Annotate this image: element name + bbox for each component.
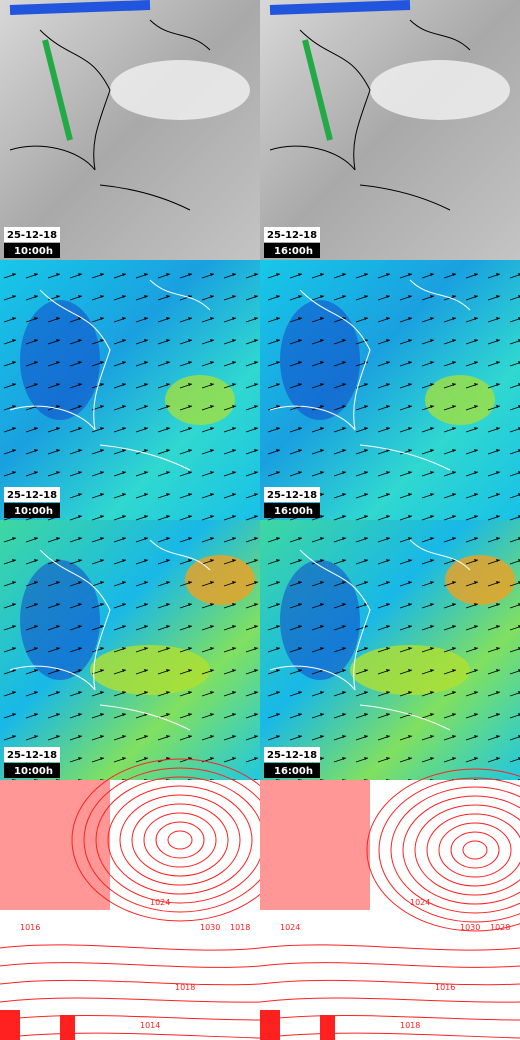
time-label: 10:00h xyxy=(14,246,53,257)
isobar-label: 1016 xyxy=(20,923,40,932)
wind-arrows xyxy=(260,260,520,520)
date-label: 25-12-18 xyxy=(7,750,57,761)
isobar xyxy=(378,777,520,923)
date-label: 25-12-18 xyxy=(267,750,317,761)
isobar xyxy=(259,997,520,1003)
isobar xyxy=(259,962,520,968)
isobar-label: 1030 xyxy=(460,923,480,932)
coastline xyxy=(9,539,211,731)
coastline xyxy=(9,279,211,471)
date-box xyxy=(264,747,320,762)
isobar-label: 1024 xyxy=(280,923,300,932)
time-box xyxy=(264,503,320,518)
date-label: 25-12-18 xyxy=(7,230,57,241)
isobar xyxy=(259,1032,520,1039)
time-label: 10:00h xyxy=(14,766,53,777)
isobar xyxy=(0,962,261,968)
time-box xyxy=(4,243,60,258)
isobar xyxy=(259,979,520,986)
date-label: 25-12-18 xyxy=(7,490,57,501)
isobar xyxy=(450,831,500,869)
isobar xyxy=(107,785,253,895)
cloud-band xyxy=(9,0,151,15)
isobar xyxy=(0,997,261,1003)
isobar xyxy=(155,821,205,859)
coastline xyxy=(269,279,471,471)
coastline xyxy=(269,539,471,731)
isobar xyxy=(131,803,229,877)
isobar-label: 1014 xyxy=(140,1021,160,1030)
isobar xyxy=(167,830,193,850)
cloud-band xyxy=(269,0,411,15)
isobar xyxy=(0,979,261,986)
date-box xyxy=(264,227,320,242)
date-box xyxy=(264,487,320,502)
isobar xyxy=(259,944,520,951)
satellite-bg xyxy=(0,0,260,260)
time-label: 16:00h xyxy=(274,766,313,777)
date-box xyxy=(4,487,60,502)
time-label: 10:00h xyxy=(14,506,53,517)
isobar-label: 1018 xyxy=(230,923,250,932)
isobar xyxy=(119,794,241,886)
isobar xyxy=(366,768,520,932)
date-box xyxy=(4,227,60,242)
coastline xyxy=(269,19,471,211)
wind-arrows xyxy=(0,520,260,780)
isobar xyxy=(438,822,512,878)
cloud-band xyxy=(302,39,333,141)
isobar xyxy=(143,812,217,868)
satellite-bg xyxy=(260,0,520,260)
isobar xyxy=(259,1015,520,1021)
date-box xyxy=(4,747,60,762)
wind-arrows xyxy=(260,520,520,780)
dense-isobars xyxy=(0,780,110,910)
isobar xyxy=(402,795,520,905)
isobar xyxy=(462,840,488,860)
isobar xyxy=(390,786,520,914)
date-label: 25-12-18 xyxy=(267,230,317,241)
time-box xyxy=(264,243,320,258)
time-label: 16:00h xyxy=(274,506,313,517)
land-fill xyxy=(60,1015,75,1040)
isobar xyxy=(0,1032,261,1039)
isobar-label: 1030 xyxy=(200,923,220,932)
cloud xyxy=(110,60,250,120)
time-label: 16:00h xyxy=(274,246,313,257)
dense-isobars xyxy=(260,780,370,910)
isobar xyxy=(414,804,520,896)
land-fill xyxy=(260,1010,280,1040)
land-fill xyxy=(320,1015,335,1040)
isobar-label: 1024 xyxy=(150,898,170,907)
cloud xyxy=(370,60,510,120)
isobar xyxy=(0,944,261,951)
time-box xyxy=(4,503,60,518)
isobar-label: 1018 xyxy=(400,1021,420,1030)
isobar-label: 1028 xyxy=(490,923,510,932)
wind-arrows xyxy=(0,260,260,520)
isobar xyxy=(426,813,520,887)
time-box xyxy=(264,763,320,778)
time-box xyxy=(4,763,60,778)
coastline xyxy=(9,19,211,211)
cloud-band xyxy=(42,39,73,141)
isobar-label: 1016 xyxy=(435,983,455,992)
isobar-label: 1024 xyxy=(410,898,430,907)
date-label: 25-12-18 xyxy=(267,490,317,501)
isobar-label: 1018 xyxy=(175,983,195,992)
land-fill xyxy=(0,1010,20,1040)
isobar xyxy=(0,1015,261,1021)
